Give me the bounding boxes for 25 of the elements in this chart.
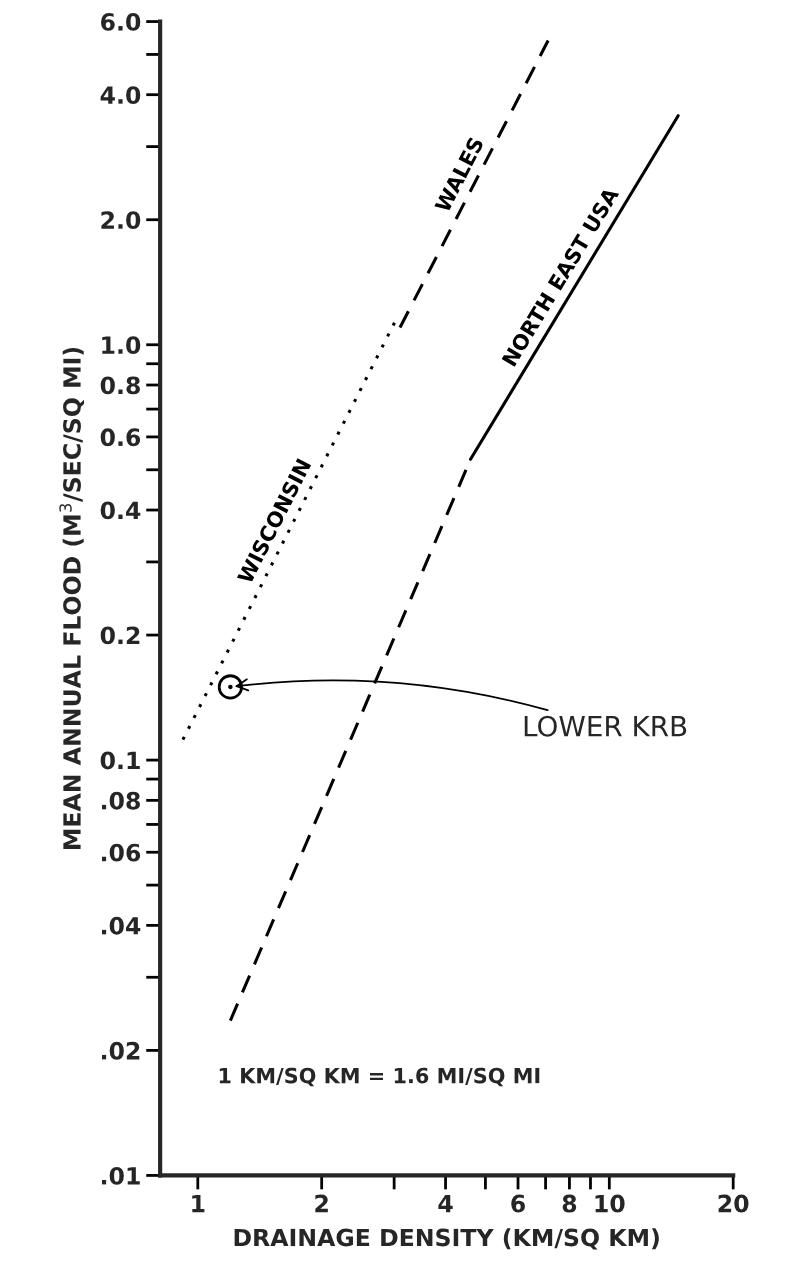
y-tick-label: .02 xyxy=(101,1041,140,1060)
y-tick-label: .08 xyxy=(101,791,140,810)
y-tick-label: .04 xyxy=(101,916,141,935)
y-axis-title: MEAN ANNUAL FLOOD (M$^{3}$/SEC/SQ MI) xyxy=(59,347,85,849)
annotation: 1 KM/SQ KM = 1.6 MI/SQ MI xyxy=(219,1067,540,1087)
x-tick-label: 10 xyxy=(595,1194,625,1213)
y-tick-label: 0.1 xyxy=(100,751,140,770)
annotation: LOWER KRB xyxy=(524,715,687,737)
x-tick-label: 8 xyxy=(562,1194,577,1213)
y-tick-label: .01 xyxy=(101,1166,140,1185)
y-tick-label: 0.6 xyxy=(100,428,141,447)
y-tick-label: 4.0 xyxy=(100,86,141,104)
x-axis-title: DRAINAGE DENSITY (KM/SQ KM) xyxy=(234,1228,659,1250)
y-tick-label: 1.0 xyxy=(102,336,141,355)
y-tick-label: 0.8 xyxy=(100,376,140,395)
x-tick-label: 20 xyxy=(718,1194,749,1213)
y-tick-label: 2.0 xyxy=(101,211,141,230)
y-tick-label: 6.0 xyxy=(101,13,141,31)
y-tick-label: 0.4 xyxy=(100,501,141,520)
x-tick-label: 6 xyxy=(511,1194,525,1213)
y-tick-label: .06 xyxy=(101,843,141,862)
x-tick-label: 4 xyxy=(438,1194,453,1213)
y-tick-label: 0.2 xyxy=(100,626,140,645)
x-tick-label: 2 xyxy=(315,1194,328,1213)
x-tick-label: 1 xyxy=(192,1194,205,1213)
